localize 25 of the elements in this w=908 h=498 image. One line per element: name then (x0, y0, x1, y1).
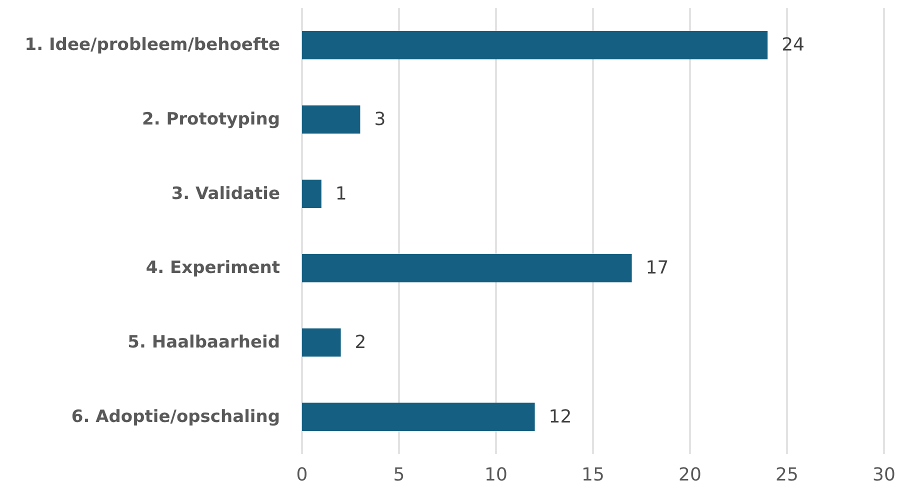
data-label: 2 (354, 332, 366, 353)
y-tick-label: 1. Idee/probleem/behoefte (24, 35, 280, 56)
y-tick-label: 6. Adoptie/opschaling (71, 406, 280, 427)
bar (302, 402, 535, 431)
y-tick-label: 3. Validatie (171, 184, 280, 204)
x-tick-label: 5 (393, 464, 405, 486)
bar (302, 105, 360, 134)
x-tick-label: 25 (776, 464, 798, 486)
x-tick-label: 30 (872, 464, 896, 486)
y-tick-label: 4. Experiment (146, 258, 280, 278)
data-label: 24 (782, 34, 805, 56)
x-tick-label: 15 (582, 464, 604, 486)
y-tick-label: 2. Prototyping (142, 110, 280, 130)
bar (302, 180, 322, 208)
bar (302, 254, 632, 282)
data-label: 1 (335, 183, 347, 204)
data-label: 3 (374, 109, 386, 130)
x-tick-label: 20 (678, 464, 702, 486)
y-tick-label: 5. Haalbaarheid (128, 332, 280, 352)
data-label: 17 (646, 258, 669, 279)
data-label: 12 (548, 406, 572, 428)
bar (302, 328, 341, 357)
bar (302, 31, 768, 60)
x-tick-label: 0 (296, 464, 308, 486)
x-tick-label: 10 (484, 464, 508, 486)
